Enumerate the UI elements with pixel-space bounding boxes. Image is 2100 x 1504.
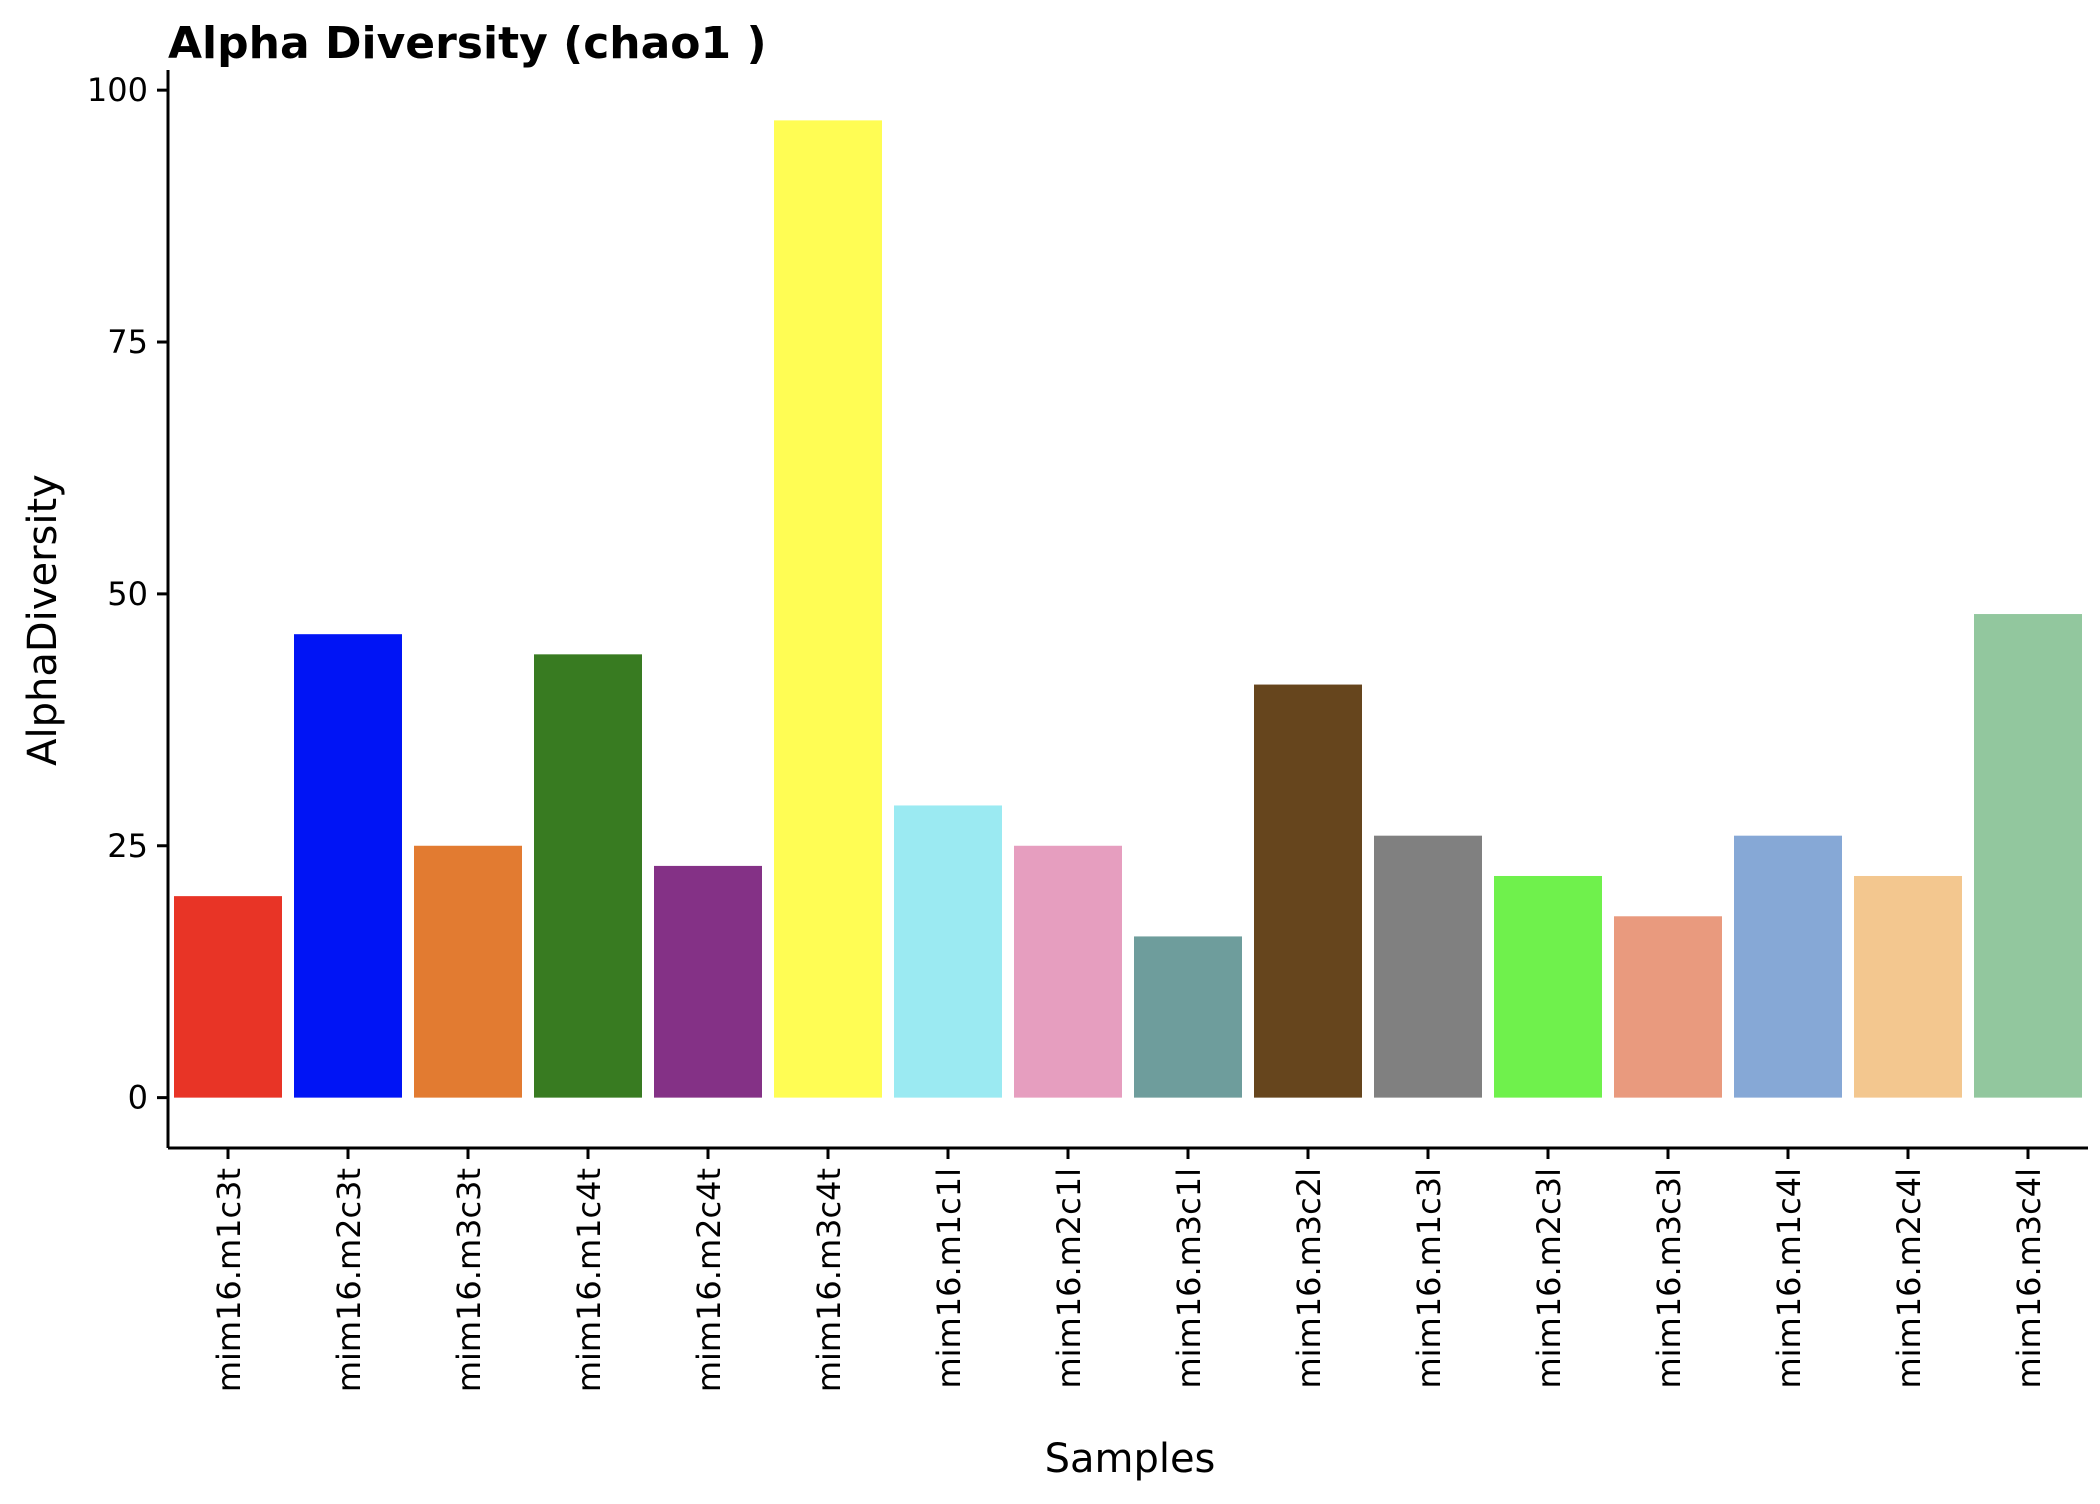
- x-tick-label: mim16.m1c1l: [930, 1168, 968, 1389]
- x-tick-label: mim16.m1c4l: [1770, 1168, 1808, 1389]
- x-tick-label: mim16.m3c1l: [1170, 1168, 1208, 1389]
- bar-mim16.m2c4t: [654, 865, 762, 1098]
- x-tick-label: mim16.m2c4t: [690, 1168, 728, 1392]
- x-tick-label: mim16.m3c4l: [2010, 1168, 2048, 1389]
- x-tick-label: mim16.m1c3t: [210, 1168, 248, 1392]
- bar-mim16.m2c3t: [294, 634, 402, 1098]
- bar-mim16.m1c3t: [174, 896, 282, 1098]
- x-tick-label: mim16.m3c3l: [1650, 1168, 1688, 1389]
- bar-mim16.m3c1l: [1134, 936, 1242, 1098]
- y-tick-label: 100: [87, 71, 148, 109]
- x-axis-title: Samples: [1045, 1436, 1216, 1482]
- y-axis-title: AlphaDiversity: [20, 474, 66, 766]
- bars: [174, 120, 2082, 1098]
- bar-mim16.m1c3l: [1374, 835, 1482, 1098]
- x-tick-label: mim16.m2c4l: [1890, 1168, 1928, 1389]
- x-tick-label: mim16.m3c3t: [450, 1168, 488, 1392]
- bar-mim16.m1c4l: [1734, 835, 1842, 1098]
- x-tick-label: mim16.m3c2l: [1290, 1168, 1328, 1389]
- bar-mim16.m1c1l: [894, 805, 1002, 1098]
- bar-mim16.m3c2l: [1254, 684, 1362, 1098]
- bar-mim16.m3c4t: [774, 120, 882, 1098]
- y-tick-label: 75: [107, 323, 148, 361]
- x-tick-label: mim16.m2c1l: [1050, 1168, 1088, 1389]
- x-tick-label: mim16.m1c3l: [1410, 1168, 1448, 1389]
- bar-mim16.m3c3l: [1614, 916, 1722, 1098]
- x-tick-label: mim16.m1c4t: [570, 1168, 608, 1392]
- x-axis: mim16.m1c3t mim16.m2c3t mim16.m3c3t mim16.m…: [168, 1146, 2088, 1392]
- bar-mim16.m2c1l: [1014, 845, 1122, 1098]
- bar-mim16.m3c3t: [414, 845, 522, 1098]
- bar-mim16.m2c3l: [1494, 875, 1602, 1098]
- bar-mim16.m2c4l: [1854, 875, 1962, 1098]
- bar-mim16.m1c4t: [534, 654, 642, 1098]
- y-tick-label: 0: [128, 1079, 148, 1117]
- x-tick-label: mim16.m2c3t: [330, 1168, 368, 1392]
- y-tick-label: 25: [107, 827, 148, 865]
- bar-mim16.m3c4l: [1974, 614, 2082, 1098]
- y-axis: 0 25 50 75 100: [87, 70, 170, 1148]
- chart-title: Alpha Diversity (chao1 ): [168, 18, 767, 69]
- x-tick-label: mim16.m3c4t: [810, 1168, 848, 1392]
- y-tick-label: 50: [107, 575, 148, 613]
- x-tick-label: mim16.m2c3l: [1530, 1168, 1568, 1389]
